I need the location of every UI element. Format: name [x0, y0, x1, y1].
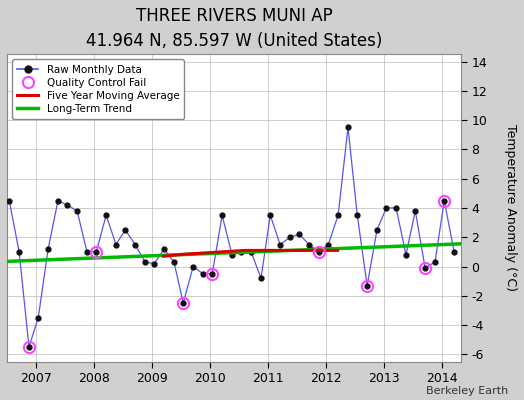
Legend: Raw Monthly Data, Quality Control Fail, Five Year Moving Average, Long-Term Tren: Raw Monthly Data, Quality Control Fail, … — [12, 60, 184, 119]
Text: Berkeley Earth: Berkeley Earth — [426, 386, 508, 396]
Title: THREE RIVERS MUNI AP
41.964 N, 85.597 W (United States): THREE RIVERS MUNI AP 41.964 N, 85.597 W … — [86, 7, 382, 50]
Y-axis label: Temperature Anomaly (°C): Temperature Anomaly (°C) — [504, 124, 517, 292]
